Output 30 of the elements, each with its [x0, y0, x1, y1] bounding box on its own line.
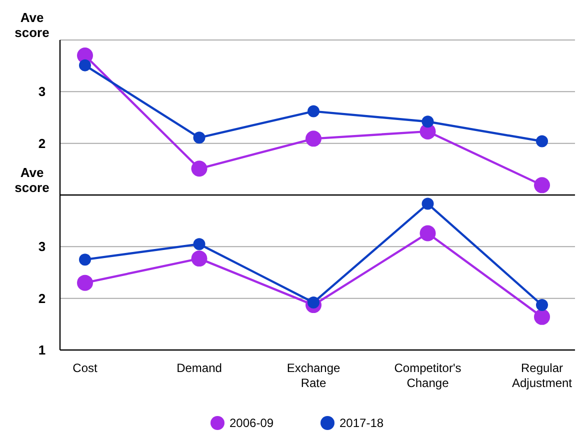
point: [534, 308, 550, 325]
y-axis-title: Ave score: [14, 165, 50, 195]
legend-label: 2017-18: [340, 416, 384, 430]
y-tick-label: 1: [38, 342, 46, 358]
legend-label: 2006-09: [230, 416, 274, 430]
point: [77, 274, 93, 291]
point: [536, 135, 548, 148]
point: [306, 130, 322, 147]
y-tick-label: 3: [38, 239, 46, 254]
point: [79, 254, 91, 266]
point: [420, 225, 436, 242]
y-tick-label: 2: [38, 290, 46, 306]
point: [422, 116, 434, 128]
point: [79, 59, 91, 72]
x-tick-label: Exchange Rate: [286, 361, 341, 390]
x-tick-label: Regular Adjustment: [512, 361, 573, 390]
x-tick-label: Cost: [72, 361, 98, 375]
y-tick-label: 3: [38, 84, 46, 100]
point: [534, 177, 550, 194]
point: [191, 250, 208, 267]
x-tick-label: Competitor's Change: [394, 361, 462, 390]
point: [193, 238, 206, 250]
point: [191, 160, 208, 177]
point: [536, 299, 548, 312]
point: [422, 198, 434, 210]
y-tick-label: 2: [38, 136, 46, 151]
x-tick-label: Demand: [176, 361, 222, 375]
y-axis-title: Ave score: [14, 10, 50, 40]
point: [193, 132, 206, 144]
point: [308, 105, 320, 118]
